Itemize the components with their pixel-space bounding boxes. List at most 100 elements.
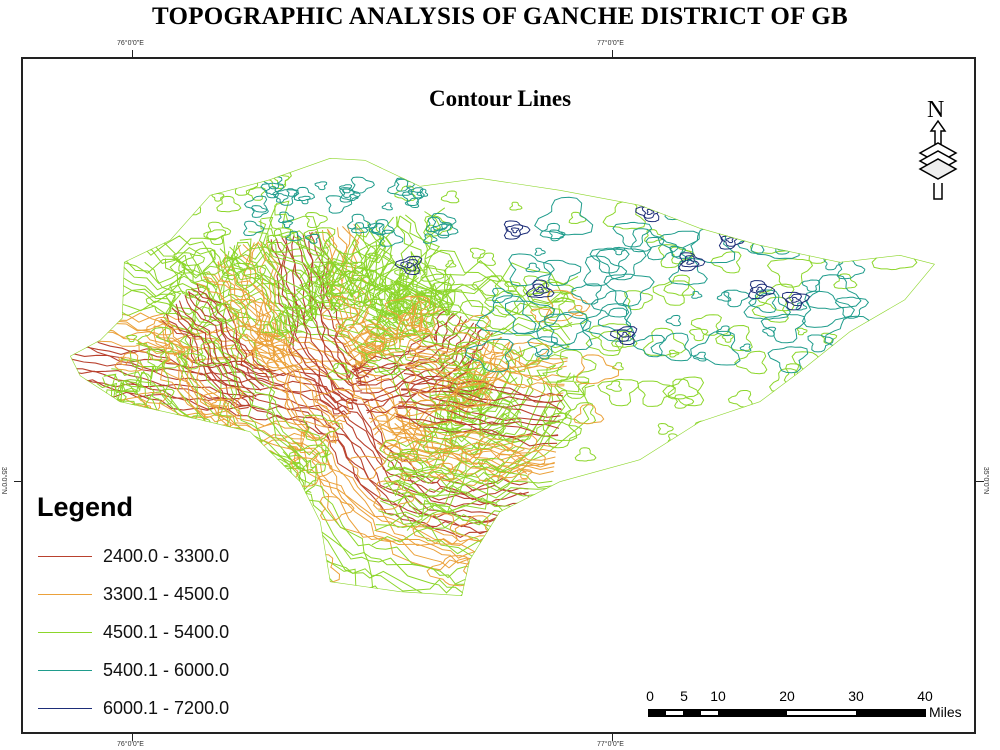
contour-line — [295, 231, 331, 257]
contour-line — [70, 158, 935, 596]
contour-line — [466, 406, 511, 436]
contour-line — [881, 207, 910, 227]
contour-line — [185, 288, 199, 299]
graticule-tick — [612, 733, 613, 741]
contour-line — [211, 193, 225, 202]
contour-line — [145, 233, 164, 245]
map-title: TOPOGRAPHIC ANALYSIS OF GANCHE DISTRICT … — [151, 3, 849, 30]
contour-line — [426, 555, 471, 587]
contour-line — [535, 412, 578, 442]
contour-line — [727, 390, 754, 408]
contour-line — [188, 291, 265, 387]
contour-line — [830, 206, 873, 234]
scale-label: 5 — [680, 688, 688, 704]
contour-line — [388, 451, 552, 489]
contour-line — [603, 273, 655, 307]
contour-line — [509, 341, 550, 368]
contour-line — [743, 289, 792, 320]
contour-line — [751, 296, 789, 323]
contour-line — [833, 273, 858, 290]
contour-line — [383, 476, 551, 504]
contour-line — [248, 475, 296, 509]
legend-title: Legend — [37, 492, 134, 522]
contour-line — [260, 219, 337, 310]
contour-line — [682, 420, 723, 447]
contour-line — [394, 423, 557, 454]
contour-line — [543, 259, 582, 287]
contour-line — [160, 319, 244, 416]
contour-line — [510, 227, 520, 234]
contour-line — [708, 201, 731, 217]
contour-line — [305, 233, 320, 244]
contour-line — [158, 321, 239, 423]
contour-line — [330, 279, 367, 306]
legend-label: 6000.1 - 7200.0 — [103, 697, 230, 718]
contour-line — [791, 296, 800, 303]
contour-line — [350, 176, 375, 194]
contour-line — [349, 305, 440, 362]
contour-line — [156, 178, 171, 189]
contour-line — [337, 227, 382, 360]
contour-line — [755, 286, 765, 293]
contour-line — [230, 298, 273, 328]
contour-line — [347, 213, 372, 230]
contour-line — [151, 388, 175, 405]
contour-line — [767, 346, 809, 374]
contour-line — [76, 250, 521, 419]
contour-line — [573, 404, 605, 425]
contour-line — [796, 327, 808, 336]
contour-line — [870, 373, 887, 386]
contour-line — [795, 210, 831, 234]
contour-line — [556, 349, 597, 378]
contour-line — [314, 181, 328, 191]
contour-line — [871, 240, 918, 271]
legend-label: 4500.1 - 5400.0 — [103, 621, 230, 642]
contour-line — [438, 222, 459, 236]
contour-line — [422, 428, 462, 454]
lon-label-bottom-76: 76°0'0"E — [117, 741, 144, 748]
legend-item: 2400.0 - 3300.0 — [38, 546, 229, 566]
contour-line — [279, 542, 315, 567]
contour-line — [527, 291, 569, 319]
contour-line — [346, 225, 387, 353]
contour-line — [469, 247, 486, 259]
contour-line — [575, 354, 620, 385]
contour-line — [667, 205, 681, 214]
contour-line — [410, 207, 455, 315]
contour-line — [296, 234, 363, 392]
contour-line — [760, 313, 806, 344]
contour-line — [742, 189, 786, 218]
contour-line — [574, 447, 597, 462]
contour-line — [583, 255, 628, 287]
contour-line — [274, 205, 355, 300]
contour-line — [327, 273, 403, 311]
lon-label-bottom-77: 77°0'0"E — [597, 741, 624, 748]
graticule-tick — [132, 733, 133, 741]
contour-line — [384, 295, 430, 327]
contour-line — [799, 171, 836, 197]
contour-line — [356, 340, 387, 362]
contour-line — [663, 274, 696, 296]
contour-line — [352, 308, 448, 371]
contour-line — [419, 292, 573, 332]
contour-line — [422, 233, 438, 244]
graticule-tick — [976, 481, 984, 482]
contour-line — [657, 230, 700, 259]
contour-line — [668, 260, 708, 286]
contour-line — [505, 224, 524, 237]
contour-line — [539, 492, 576, 518]
contour-line — [585, 330, 621, 357]
contour-line — [179, 196, 192, 205]
contour-line — [314, 228, 386, 287]
contour-line — [542, 421, 582, 449]
contour-line — [243, 195, 268, 213]
contour-line — [118, 356, 131, 366]
contour-line — [534, 348, 550, 360]
contour-line — [620, 331, 630, 338]
contour-line — [214, 181, 226, 190]
contour-line — [377, 346, 523, 451]
contour-line — [641, 206, 660, 219]
contour-line — [805, 212, 828, 229]
contour-line — [408, 346, 566, 381]
contour-line — [874, 185, 893, 197]
